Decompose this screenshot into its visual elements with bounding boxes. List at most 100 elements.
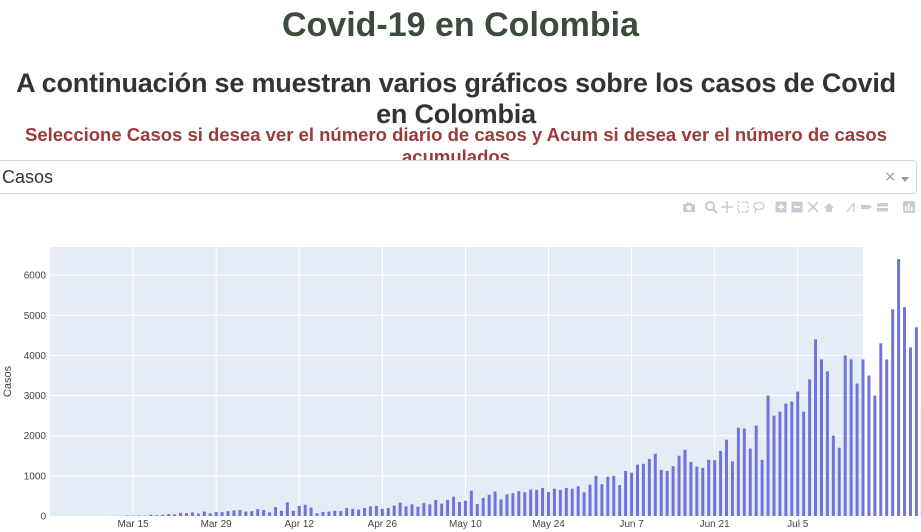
x-tick-label: Jul 5 — [787, 519, 809, 530]
bar — [849, 359, 853, 516]
bar — [606, 476, 610, 516]
bar — [303, 504, 307, 516]
bar — [683, 449, 687, 516]
hover-closest-icon[interactable] — [860, 200, 874, 214]
bar — [446, 499, 450, 516]
bar — [576, 486, 580, 516]
bar — [535, 489, 539, 516]
bar — [339, 511, 343, 516]
zoom-in-icon[interactable] — [774, 200, 788, 214]
bar — [137, 515, 141, 516]
bar — [434, 499, 438, 516]
hover-compare-icon[interactable] — [876, 200, 890, 214]
bar — [315, 513, 319, 516]
bar — [641, 463, 645, 516]
bar — [671, 466, 675, 516]
bar — [677, 455, 681, 516]
bar — [582, 492, 586, 516]
plotly-logo-icon[interactable] — [902, 200, 916, 214]
bar — [843, 355, 847, 516]
bar — [879, 343, 883, 516]
bar — [422, 503, 426, 516]
bar — [363, 507, 366, 516]
bar — [594, 475, 598, 516]
bar — [380, 508, 384, 516]
page-title: Covid-19 en Colombia — [281, 6, 640, 44]
bar — [149, 514, 153, 516]
bar — [463, 500, 467, 516]
bar — [784, 403, 788, 516]
bar — [529, 489, 533, 516]
pan-icon[interactable] — [720, 200, 734, 214]
camera-icon[interactable] — [682, 200, 696, 214]
lasso-icon[interactable] — [752, 200, 766, 214]
box-select-icon[interactable] — [736, 200, 750, 214]
bar — [808, 379, 812, 516]
zoom-out-icon[interactable] — [790, 200, 804, 214]
bar — [452, 496, 456, 516]
bar — [630, 472, 634, 516]
bar — [885, 359, 889, 516]
bar — [190, 512, 194, 516]
bar — [802, 411, 806, 516]
x-tick-label: Jun 7 — [619, 519, 644, 530]
bar — [244, 511, 248, 516]
bar — [903, 307, 907, 516]
autoscale-icon[interactable] — [806, 200, 820, 214]
bar — [268, 512, 272, 516]
bar — [814, 339, 818, 516]
y-tick-label: 5000 — [24, 311, 47, 322]
bar — [819, 359, 823, 516]
chevron-down-icon[interactable] — [901, 177, 909, 182]
bar — [220, 511, 224, 516]
bar — [202, 511, 206, 516]
bar — [636, 464, 639, 516]
reset-axes-icon[interactable] — [822, 200, 836, 214]
bar — [742, 428, 746, 516]
zoom-icon[interactable] — [704, 200, 718, 214]
bar — [173, 514, 177, 516]
bar — [867, 375, 871, 516]
chart-type-dropdown[interactable]: Casos × — [0, 160, 917, 194]
bar — [707, 459, 711, 516]
bar — [416, 506, 420, 516]
bar — [256, 509, 260, 516]
bar — [167, 513, 171, 516]
bar — [588, 484, 592, 516]
toggle-spike-icon[interactable] — [844, 200, 858, 214]
bar — [908, 347, 912, 516]
x-tick-label: Jun 21 — [700, 519, 730, 530]
bar — [475, 503, 479, 516]
bar — [914, 327, 918, 516]
bar — [196, 513, 200, 516]
x-axis: Mar 15 Mar 29 Apr 12 Apr 26 May 10 May 24 Jun … — [118, 519, 809, 530]
bar — [778, 411, 782, 516]
bar — [262, 509, 266, 516]
bar — [345, 507, 349, 516]
bar — [309, 507, 313, 516]
bar — [618, 485, 622, 516]
y-tick-label: 6000 — [24, 271, 47, 282]
bar — [321, 511, 325, 516]
bar — [736, 427, 740, 516]
bar — [790, 401, 794, 516]
bar — [386, 507, 390, 516]
bar — [232, 510, 236, 516]
bar — [499, 499, 503, 516]
bar — [185, 513, 188, 516]
bar — [226, 511, 230, 516]
bar — [897, 259, 901, 516]
bar — [725, 439, 728, 516]
bar — [250, 511, 254, 516]
y-tick-label: 0 — [40, 512, 46, 523]
bar — [214, 511, 218, 516]
bars — [78, 259, 921, 516]
bar — [624, 471, 628, 516]
bar — [291, 510, 295, 516]
bar — [357, 509, 361, 516]
bar — [665, 471, 669, 516]
bar — [873, 395, 877, 516]
clear-icon[interactable]: × — [884, 169, 896, 185]
page-subtitle: A continuación se muestran varios gráfic… — [16, 68, 896, 129]
bar — [333, 510, 337, 516]
